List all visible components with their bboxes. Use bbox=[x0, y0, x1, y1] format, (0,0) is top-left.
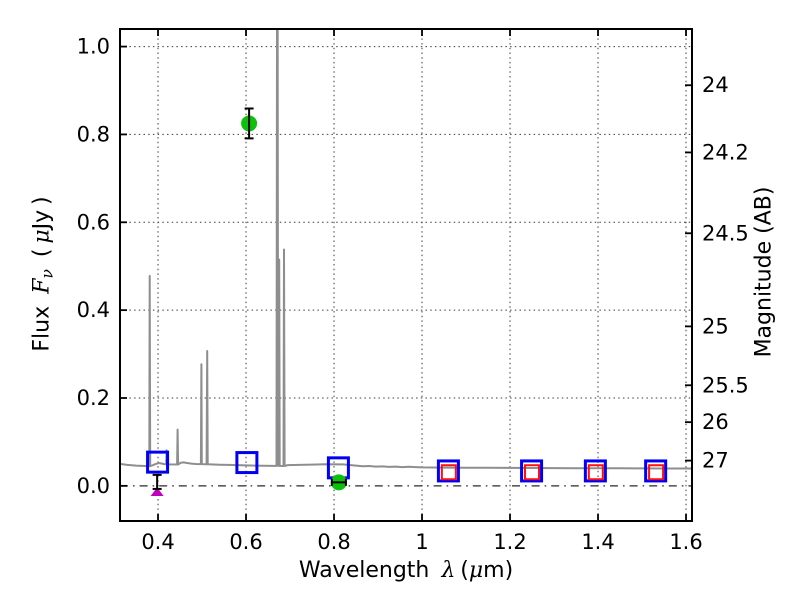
photometry-square-blue bbox=[520, 459, 544, 483]
y-tick-label-right: 27 bbox=[702, 449, 729, 473]
photometry-square-red bbox=[440, 464, 457, 481]
y-tick-label-left: 0.2 bbox=[77, 386, 110, 410]
x-tick-label: 0.6 bbox=[229, 530, 262, 554]
x-tick-label: 0.8 bbox=[317, 530, 350, 554]
magnitude-label: Magnitude (AB) bbox=[751, 186, 777, 358]
photometry-square-blue bbox=[436, 459, 460, 483]
photometry-square-blue bbox=[235, 451, 259, 475]
y-tick-label-left: 0.6 bbox=[77, 210, 110, 234]
data-layer bbox=[120, 29, 692, 497]
y-tick-label-left: 0.4 bbox=[77, 298, 110, 322]
x-tick-label: 0.4 bbox=[141, 530, 174, 554]
x-tick-label: 1.6 bbox=[669, 530, 702, 554]
ylabel-unit: Jy bbox=[29, 209, 55, 230]
upper-limit-triangle bbox=[150, 487, 164, 497]
photometry-square-red bbox=[524, 464, 541, 481]
ylabel-word: Flux bbox=[29, 305, 55, 352]
y-tick-label-left: 1.0 bbox=[77, 35, 110, 59]
x-axis-label: Wavelength λ (μm) bbox=[299, 558, 513, 583]
photometry-square-blue bbox=[644, 459, 668, 483]
xlabel-open-paren: ( bbox=[460, 558, 469, 583]
y-tick-label-right: 24 bbox=[702, 73, 729, 97]
y-tick-label-right: 25 bbox=[702, 314, 729, 338]
y-tick-label-right: 24.2 bbox=[702, 140, 749, 164]
ylabel-close-paren: ) bbox=[29, 196, 55, 205]
spectrum-line bbox=[120, 29, 692, 470]
photometry-square-blue bbox=[583, 459, 607, 483]
x-tick-label: 1.2 bbox=[493, 530, 526, 554]
mu-symbol-left: μ bbox=[29, 229, 55, 244]
x-tick-label: 1.4 bbox=[581, 530, 614, 554]
flux-symbol: F bbox=[29, 278, 55, 294]
ylabel-open-paren: ( bbox=[29, 248, 55, 258]
xlabel-word: Wavelength bbox=[298, 558, 430, 583]
y-tick-label-left: 0.0 bbox=[77, 474, 110, 498]
xlabel-unit: m) bbox=[483, 558, 514, 583]
x-tick-label: 1 bbox=[415, 530, 428, 554]
y-axis-label-right: Magnitude (AB) bbox=[752, 187, 777, 358]
nu-subscript: ν bbox=[38, 269, 57, 279]
y-tick-label-right: 24.5 bbox=[702, 221, 749, 245]
y-tick-label-left: 0.8 bbox=[77, 122, 110, 146]
photometry-square-red bbox=[587, 464, 604, 481]
axis-frame bbox=[119, 28, 693, 522]
photometry-square-blue bbox=[146, 450, 170, 474]
y-tick-label-right: 26 bbox=[702, 410, 729, 434]
mu-symbol: μ bbox=[468, 558, 484, 583]
lambda-symbol: λ bbox=[441, 558, 456, 583]
y-axis-label-left: Flux Fν ( μJy) bbox=[29, 196, 57, 352]
photometry-square-red bbox=[648, 464, 665, 481]
y-tick-label-right: 25.5 bbox=[702, 373, 749, 397]
